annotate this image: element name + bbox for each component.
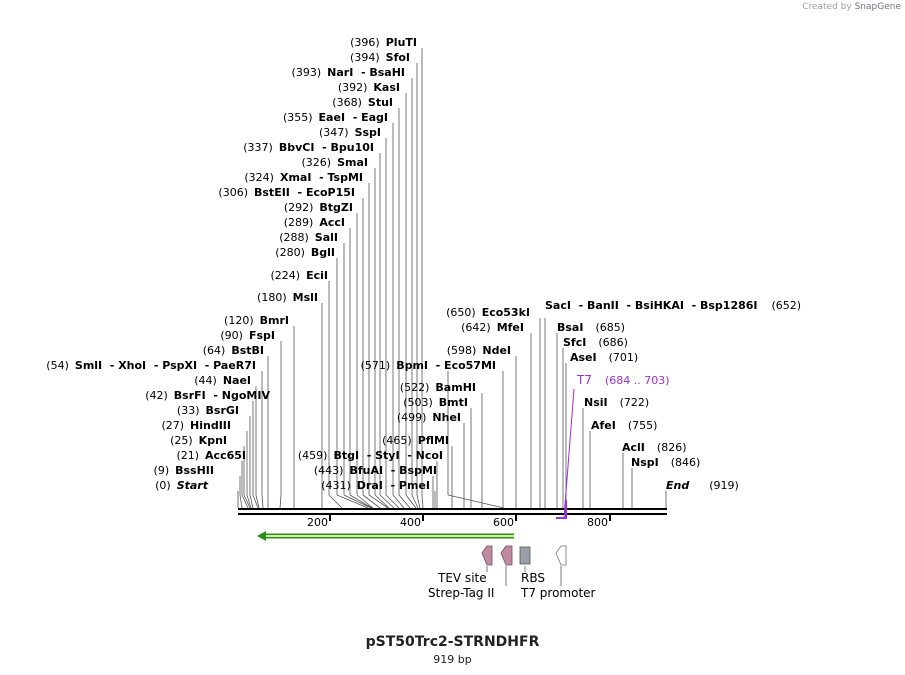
enzyme-label: (337) BbvCI - Bpu10I xyxy=(243,141,374,154)
enzyme-label: (21) Acc65I xyxy=(176,449,246,462)
enzyme-label: (571) BpmI - Eco57MI xyxy=(361,359,496,372)
rbs-feature xyxy=(519,546,531,565)
orf-arrow xyxy=(257,531,514,541)
enzyme-label: (289) AccI xyxy=(284,216,345,229)
enzyme-label: (394) SfoI xyxy=(350,51,410,64)
enzyme-label: (288) SalI xyxy=(279,231,338,244)
strep-tag-label: Strep-Tag II xyxy=(428,586,494,600)
tev-site-feature xyxy=(481,545,493,566)
enzyme-label: (306) BstEII - EcoP15I xyxy=(218,186,355,199)
enzyme-label: (396) PluTI xyxy=(350,36,417,49)
enzyme-label: (392) KasI xyxy=(338,81,400,94)
enzyme-label: (44) NaeI xyxy=(194,374,251,387)
enzyme-label: (642) MfeI xyxy=(461,321,524,334)
enzyme-label: SacI - BanII - BsiHKAI - Bsp1286I (652) xyxy=(545,299,801,312)
enzyme-label: End (919) xyxy=(666,479,739,492)
enzyme-label: (326) SmaI xyxy=(302,156,369,169)
enzyme-label: (503) BmtI xyxy=(403,396,468,409)
enzyme-label: (42) BsrFI - NgoMIV xyxy=(145,389,270,402)
enzyme-label: AseI (701) xyxy=(570,351,638,364)
credit-text: Created by SnapGene xyxy=(802,2,901,12)
enzyme-label: (280) BglI xyxy=(275,246,335,259)
enzyme-label: (292) BtgZI xyxy=(284,201,353,214)
enzyme-label: (90) FspI xyxy=(220,329,275,342)
enzyme-label: SfcI (686) xyxy=(563,336,628,349)
rbs-label: RBS xyxy=(521,571,545,585)
ruler-label: 200 xyxy=(307,516,328,529)
enzyme-label: (368) StuI xyxy=(332,96,393,109)
enzyme-label: (180) MslI xyxy=(257,291,318,304)
t7-primer-range: (684 .. 703) xyxy=(605,374,670,387)
t7-primer-line xyxy=(563,388,575,519)
enzyme-label: (499) NheI xyxy=(397,411,461,424)
ruler-label: 400 xyxy=(400,516,421,529)
enzyme-label: (465) PflMI xyxy=(382,434,449,447)
enzyme-label: (355) EaeI - EagI xyxy=(283,111,388,124)
enzyme-label: (522) BamHI xyxy=(400,381,476,394)
t7-promoter-label: T7 promoter xyxy=(520,586,596,600)
enzyme-label: (0) Start xyxy=(155,479,209,492)
enzyme-label: (9) BssHII xyxy=(154,464,214,477)
t7-promoter-feature xyxy=(555,545,567,566)
enzyme-label: (54) SmlI - XhoI - PspXI - PaeR7I xyxy=(46,359,256,372)
enzyme-label: (443) BfuAI - BspMI xyxy=(314,464,437,477)
enzyme-label: (324) XmaI - TspMI xyxy=(244,171,363,184)
enzyme-label: (64) BstBI xyxy=(203,344,264,357)
features: TEV site Strep-Tag II RBS T7 promoter xyxy=(428,545,596,600)
enzyme-label: (393) NarI - BsaHI xyxy=(292,66,405,79)
t7-primer-mark xyxy=(556,500,567,519)
t7-primer-label: T7 xyxy=(576,373,592,387)
ruler: 200 400 600 800 xyxy=(307,514,611,529)
tev-site-label: TEV site xyxy=(437,571,487,585)
enzyme-label: (650) Eco53kI xyxy=(446,306,530,319)
sequence-length: 919 bp xyxy=(433,653,472,666)
enzyme-label: (459) BtgI - StyI - NcoI xyxy=(298,449,443,462)
enzyme-label: (347) SspI xyxy=(319,126,381,139)
enzyme-label: NspI (846) xyxy=(631,456,700,469)
strep-tag-feature xyxy=(500,545,513,566)
snapgene-brand: SnapGene xyxy=(854,2,901,12)
enzyme-label: BsaI (685) xyxy=(557,321,625,334)
enzyme-labels: (396) PluTI (394) SfoI (393) NarI - BsaHI (… xyxy=(46,36,801,492)
enzyme-label: (224) EciI xyxy=(271,269,329,282)
enzyme-label: (598) NdeI xyxy=(447,344,511,357)
orf-arrowhead xyxy=(257,531,266,541)
enzyme-label: (25) KpnI xyxy=(170,434,227,447)
ruler-label: 800 xyxy=(587,516,608,529)
enzyme-label: AfeI (755) xyxy=(591,419,657,432)
enzyme-label: (431) DraI - PmeI xyxy=(321,479,430,492)
enzyme-label: AclI (826) xyxy=(622,441,687,454)
enzyme-label: (120) BmrI xyxy=(224,314,289,327)
enzyme-label: (27) HindIII xyxy=(161,419,231,432)
map-title: pST50Trc2-STRNDHFR xyxy=(365,634,540,650)
ruler-label: 600 xyxy=(493,516,514,529)
enzyme-label: NsiI (722) xyxy=(584,396,649,409)
t7-primer: T7 (684 .. 703) xyxy=(556,373,670,519)
enzyme-leader-lines xyxy=(237,48,667,509)
enzyme-label: (33) BsrGI xyxy=(177,404,239,417)
